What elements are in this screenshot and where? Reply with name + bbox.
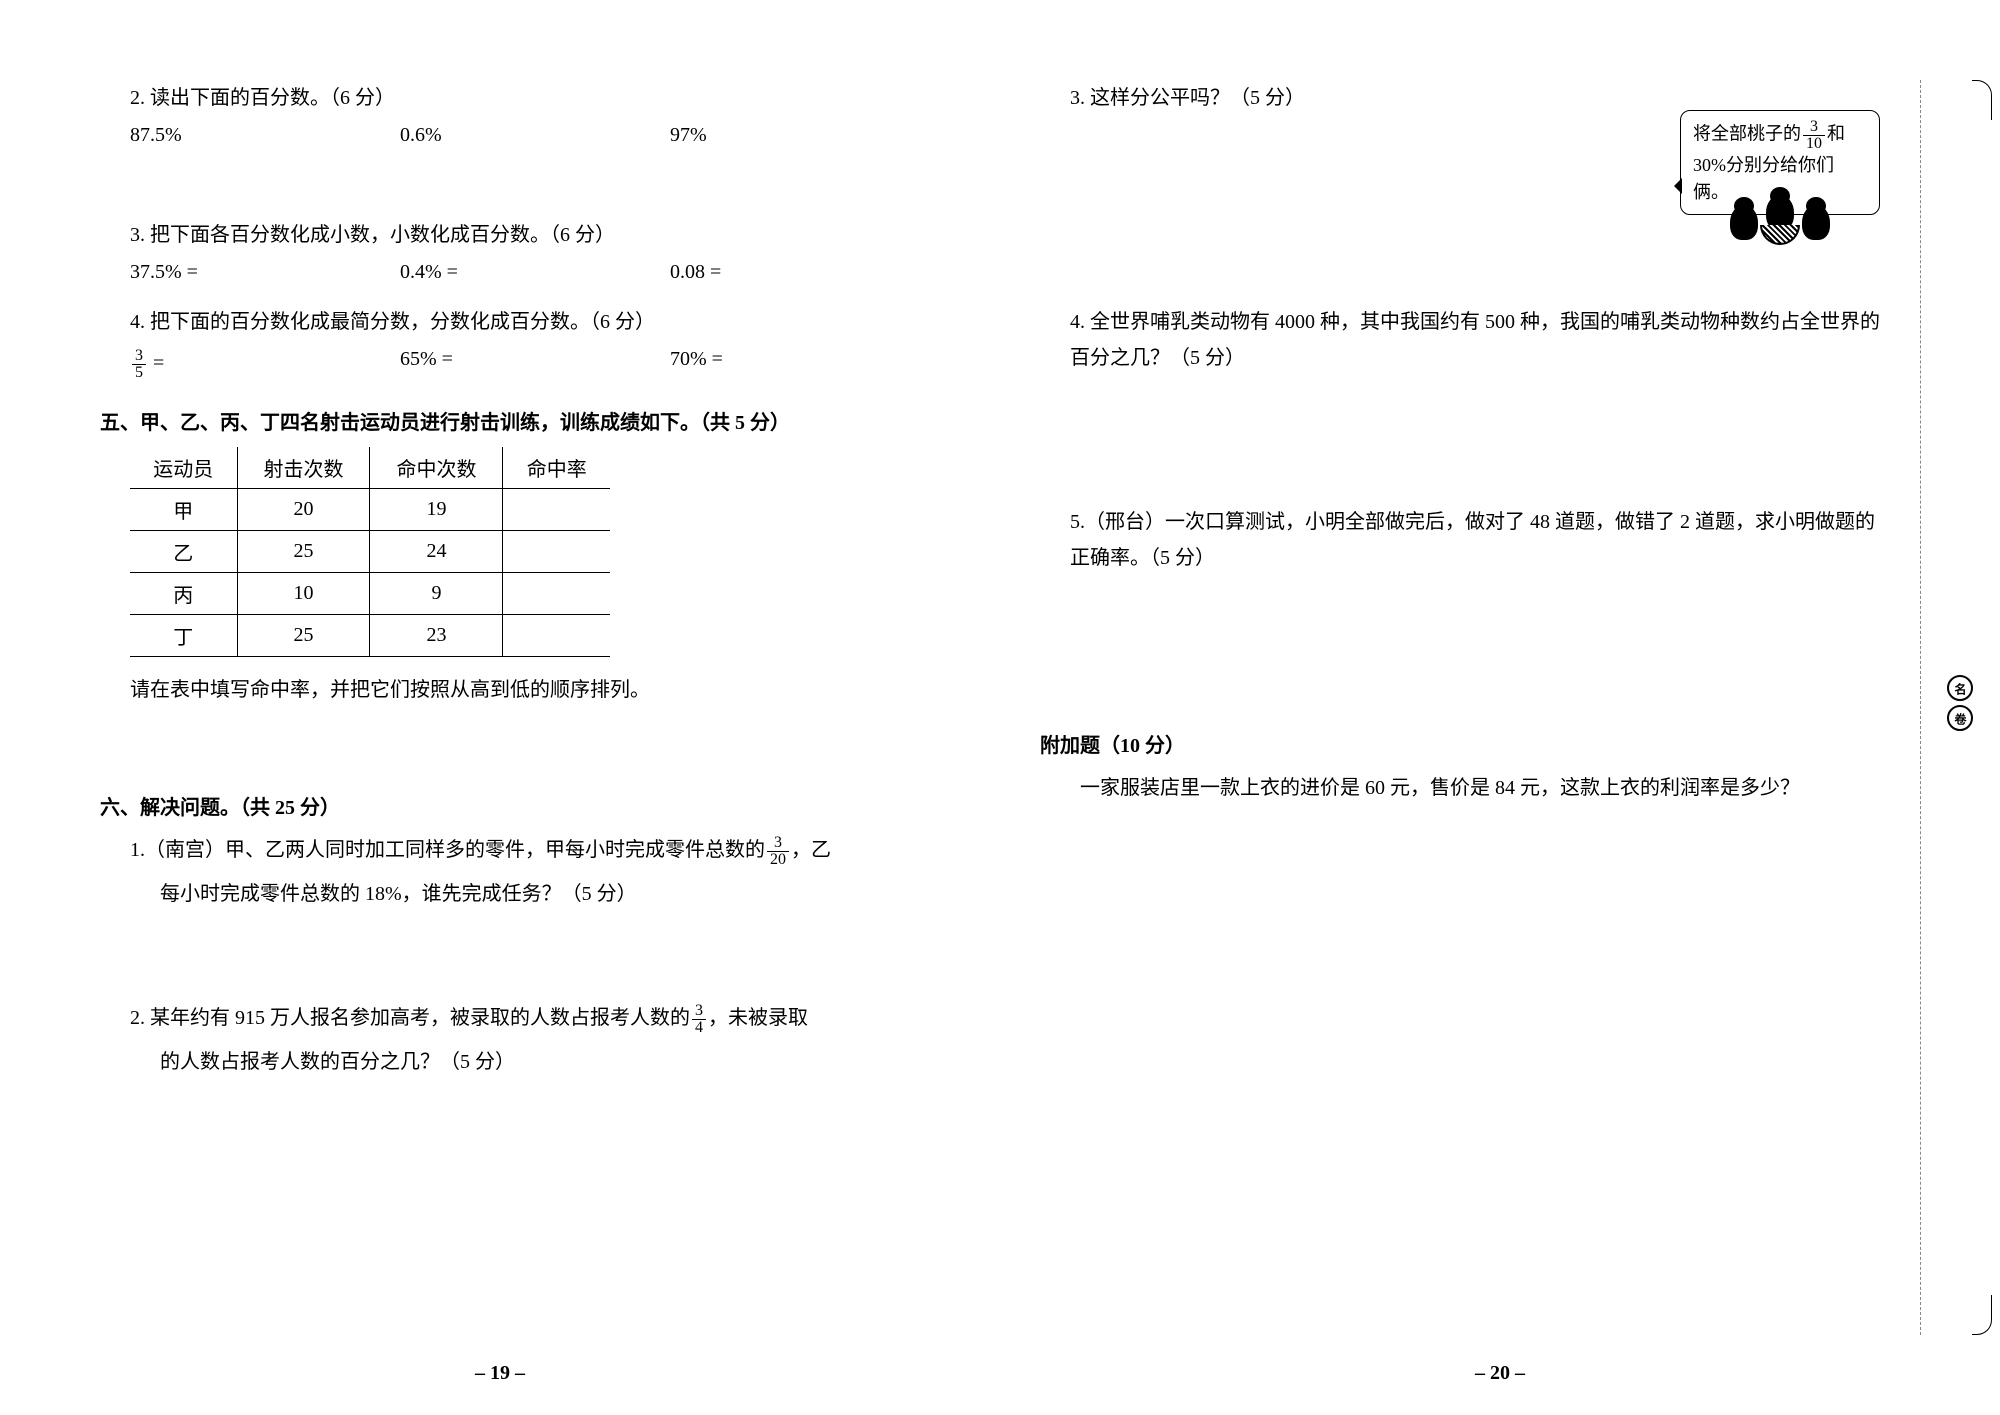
monkey-icon <box>1730 205 1758 240</box>
sec6-q2-line1: 2. 某年约有 915 万人报名参加高考，被录取的人数占报考人数的34，未被录取 <box>130 1000 940 1036</box>
col-hits: 命中次数 <box>370 447 503 489</box>
table-row: 丙 10 9 <box>130 573 610 615</box>
page-number-right: – 20 – <box>1475 1362 1525 1385</box>
q3-val-1: 0.4% = <box>400 261 670 284</box>
q2-val-2: 97% <box>670 124 940 147</box>
rq4-text: 4. 全世界哺乳类动物有 4000 种，其中我国约有 500 种，我国的哺乳类动… <box>1070 304 1880 376</box>
basket-icon <box>1760 225 1800 245</box>
q2-values: 87.5% 0.6% 97% <box>130 124 940 147</box>
table-header-row: 运动员 射击次数 命中次数 命中率 <box>130 447 610 489</box>
bubble-frac: 310 <box>1803 119 1825 152</box>
monkeys-illustration <box>1730 185 1830 245</box>
q2-val-0: 87.5% <box>130 124 400 147</box>
svg-text:名: 名 <box>1953 681 1967 702</box>
q4-values: 3 5 = 65% = 70% = <box>130 348 940 381</box>
sec6-q1-line2: 每小时完成零件总数的 18%，谁先完成任务？（5 分） <box>160 876 940 912</box>
q3-values: 37.5% = 0.4% = 0.08 = <box>130 261 940 284</box>
q3-title: 3. 把下面各百分数化成小数，小数化成百分数。（6 分） <box>130 217 940 253</box>
page-right: 3. 这样分公平吗？（5 分） 将全部桃子的310和30%分别分给你们俩。 4.… <box>1000 0 2000 1415</box>
corner-top <box>1972 80 1992 120</box>
q3-val-2: 0.08 = <box>670 261 940 284</box>
rq5-text: 5.（邢台）一次口算测试，小明全部做完后，做对了 48 道题，做错了 2 道题，… <box>1070 504 1880 576</box>
extra-title: 附加题（10 分） <box>1040 729 1880 758</box>
corner-bottom <box>1972 1295 1992 1335</box>
side-label: 名 卷 <box>1945 668 1975 748</box>
sec6-q1-frac: 320 <box>767 835 789 868</box>
q4-fraction: 3 5 <box>132 348 146 381</box>
table-row: 乙 25 24 <box>130 531 610 573</box>
q3-val-0: 37.5% = <box>130 261 400 284</box>
shooting-table: 运动员 射击次数 命中次数 命中率 甲 20 19 乙 25 24 丙 10 9 <box>130 447 610 657</box>
q4-val-0: 3 5 = <box>130 348 400 381</box>
sec6-q2-line2: 的人数占报考人数的百分之几？（5 分） <box>160 1044 940 1080</box>
q2-title: 2. 读出下面的百分数。（6 分） <box>130 80 940 116</box>
page-container: 2. 读出下面的百分数。（6 分） 87.5% 0.6% 97% 3. 把下面各… <box>0 0 2000 1415</box>
extra-text: 一家服装店里一款上衣的进价是 60 元，售价是 84 元，这款上衣的利润率是多少… <box>1040 770 1880 806</box>
col-shots: 射击次数 <box>237 447 370 489</box>
q4-val-1: 65% = <box>400 348 670 381</box>
col-athlete: 运动员 <box>130 447 237 489</box>
sec6-title: 六、解决问题。（共 25 分） <box>100 791 940 820</box>
sec6-q2-frac: 34 <box>692 1003 706 1036</box>
svg-text:卷: 卷 <box>1953 711 1967 732</box>
sec6-q1-line1: 1.（南宫）甲、乙两人同时加工同样多的零件，甲每小时完成零件总数的320，乙 <box>130 832 940 868</box>
page-number-left: – 19 – <box>475 1362 525 1385</box>
col-rate: 命中率 <box>503 447 610 489</box>
seal-icon: 名 卷 <box>1945 668 1975 748</box>
sec5-note: 请在表中填写命中率，并把它们按照从高到低的顺序排列。 <box>130 672 940 708</box>
sec5-title: 五、甲、乙、丙、丁四名射击运动员进行射击训练，训练成绩如下。（共 5 分） <box>100 406 940 435</box>
page-left: 2. 读出下面的百分数。（6 分） 87.5% 0.6% 97% 3. 把下面各… <box>0 0 1000 1415</box>
q4-title: 4. 把下面的百分数化成最简分数，分数化成百分数。（6 分） <box>130 304 940 340</box>
q2-val-1: 0.6% <box>400 124 670 147</box>
q4-val-2: 70% = <box>670 348 940 381</box>
table-row: 丁 25 23 <box>130 615 610 657</box>
monkey-icon <box>1802 205 1830 240</box>
table-row: 甲 20 19 <box>130 489 610 531</box>
